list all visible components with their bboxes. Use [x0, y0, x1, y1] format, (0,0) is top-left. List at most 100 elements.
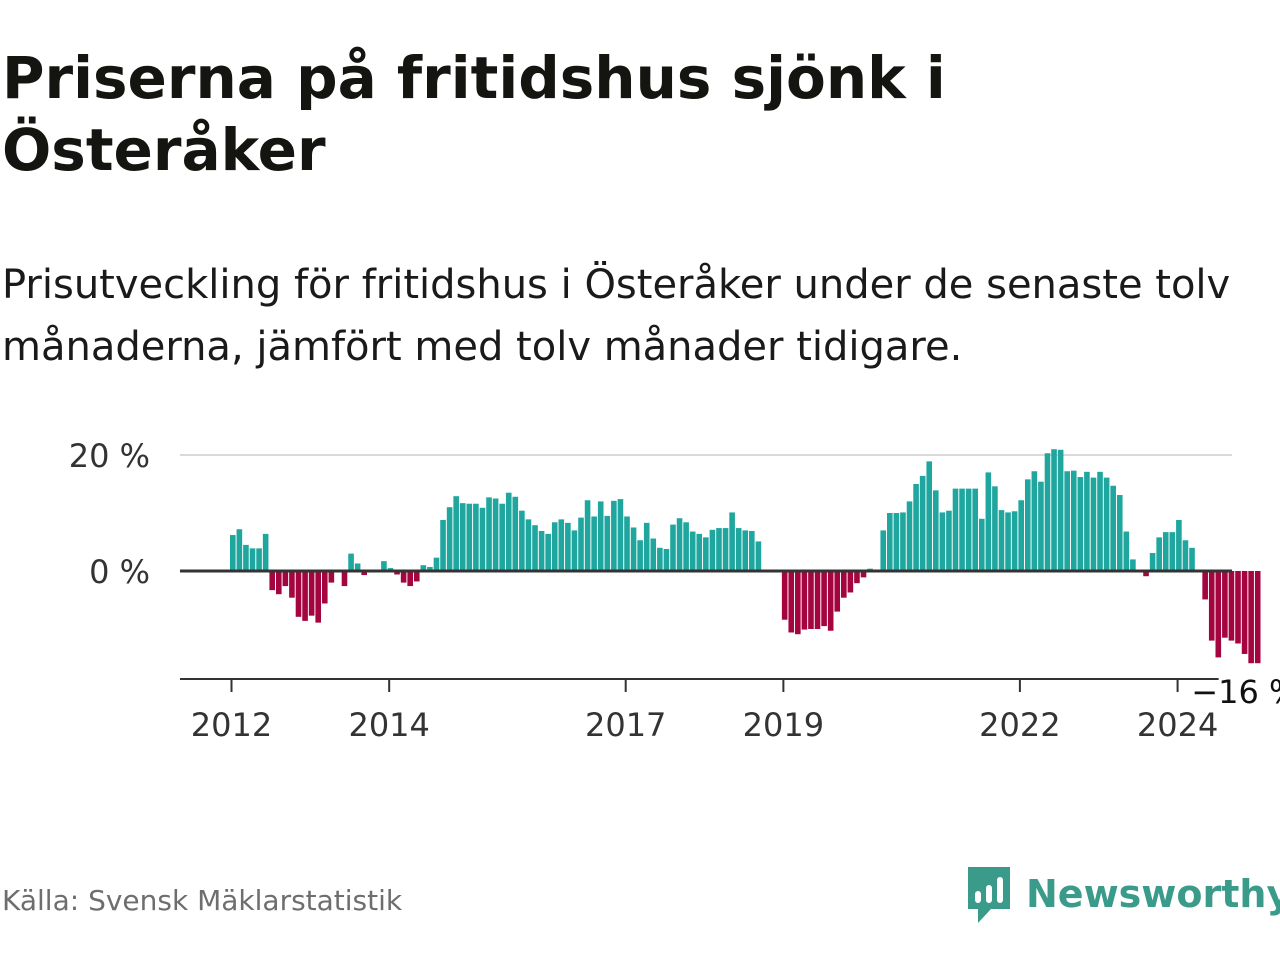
- bar: [670, 524, 676, 571]
- bar: [676, 518, 683, 571]
- bar: [1143, 571, 1149, 577]
- bar: [1103, 477, 1110, 571]
- bar: [788, 571, 795, 633]
- bar: [243, 544, 249, 571]
- bar: [551, 522, 558, 571]
- bar: [913, 484, 919, 571]
- bar: [611, 500, 617, 571]
- bar: [992, 486, 998, 571]
- bar: [1149, 553, 1156, 571]
- bar: [591, 516, 597, 571]
- x-tick-label: 2014: [348, 706, 429, 744]
- bar: [289, 571, 295, 598]
- bar: [854, 571, 860, 584]
- chart-title: Priserna på fritidshus sjönk i Österåker: [2, 44, 946, 184]
- bar: [808, 571, 814, 629]
- bar: [479, 507, 486, 571]
- bar: [584, 500, 591, 571]
- bar: [801, 571, 808, 630]
- bar: [446, 507, 453, 571]
- bar: [985, 472, 992, 571]
- bar: [689, 531, 696, 571]
- bar: [755, 541, 762, 571]
- newsworthy-logo-icon: [968, 867, 1010, 923]
- bar: [683, 522, 689, 571]
- bar: [841, 571, 847, 598]
- bar: [643, 522, 650, 571]
- y-tick-label: 0 %: [89, 553, 150, 591]
- bar: [952, 488, 959, 571]
- bar: [262, 533, 269, 571]
- bar: [282, 571, 289, 587]
- bar: [453, 496, 459, 571]
- bar: [900, 512, 906, 571]
- bar: [459, 503, 466, 571]
- newsworthy-logo-text: Newsworthy: [1026, 872, 1280, 916]
- bar: [269, 571, 276, 591]
- bar: [821, 571, 827, 627]
- bar: [1011, 511, 1018, 571]
- bar: [919, 475, 926, 571]
- bar: [1084, 471, 1090, 571]
- bar: [361, 571, 367, 576]
- bar: [420, 565, 427, 571]
- newsworthy-logo[interactable]: Newsworthy: [964, 862, 1280, 926]
- bar: [978, 518, 985, 571]
- chart-subtitle: Prisutveckling för fritidshus i Österåke…: [2, 262, 1231, 370]
- bar: [308, 571, 315, 616]
- bar: [381, 561, 387, 571]
- bar: [532, 525, 538, 571]
- bar: [565, 522, 571, 571]
- bar: [505, 492, 512, 571]
- x-tick-label: 2019: [743, 706, 824, 744]
- bar: [959, 488, 965, 571]
- bar: [1202, 571, 1208, 600]
- bar: [1182, 540, 1189, 571]
- bar: [729, 512, 735, 571]
- last-value-label: −16 %: [1191, 673, 1280, 711]
- bar: [814, 571, 821, 629]
- bar: [722, 528, 729, 571]
- bar: [558, 519, 565, 571]
- bar: [499, 503, 505, 571]
- bar: [400, 571, 407, 583]
- bar: [1215, 571, 1222, 658]
- bar: [1123, 531, 1130, 571]
- bar: [1228, 571, 1235, 641]
- bar: [473, 503, 479, 571]
- bar: [486, 497, 492, 571]
- bar: [795, 571, 801, 635]
- bar: [1024, 479, 1031, 571]
- bar: [407, 571, 413, 587]
- bar: [1235, 571, 1241, 644]
- bar: [1162, 532, 1169, 571]
- bar: [1248, 571, 1254, 664]
- bar: [328, 571, 335, 583]
- bar: [1222, 571, 1228, 638]
- bar: [1254, 571, 1261, 664]
- bar: [302, 571, 308, 621]
- bar: [571, 530, 578, 571]
- bar: [1116, 495, 1123, 571]
- bar: [1176, 519, 1182, 571]
- bar: [696, 533, 703, 571]
- bar: [893, 513, 900, 571]
- bar: [275, 571, 282, 595]
- bar: [315, 571, 322, 623]
- bar: [887, 513, 893, 571]
- bar: [827, 571, 834, 631]
- bar: [906, 501, 913, 571]
- bar: [749, 530, 755, 571]
- bar: [781, 571, 788, 620]
- bar: [880, 530, 887, 571]
- bar: [624, 516, 630, 571]
- bar: [1077, 477, 1084, 571]
- bar: [230, 535, 236, 571]
- bar: [742, 530, 749, 571]
- bar: [1070, 470, 1077, 571]
- bar: [348, 553, 354, 571]
- bar: [860, 571, 867, 578]
- bar: [433, 557, 440, 571]
- bar: [1090, 477, 1097, 571]
